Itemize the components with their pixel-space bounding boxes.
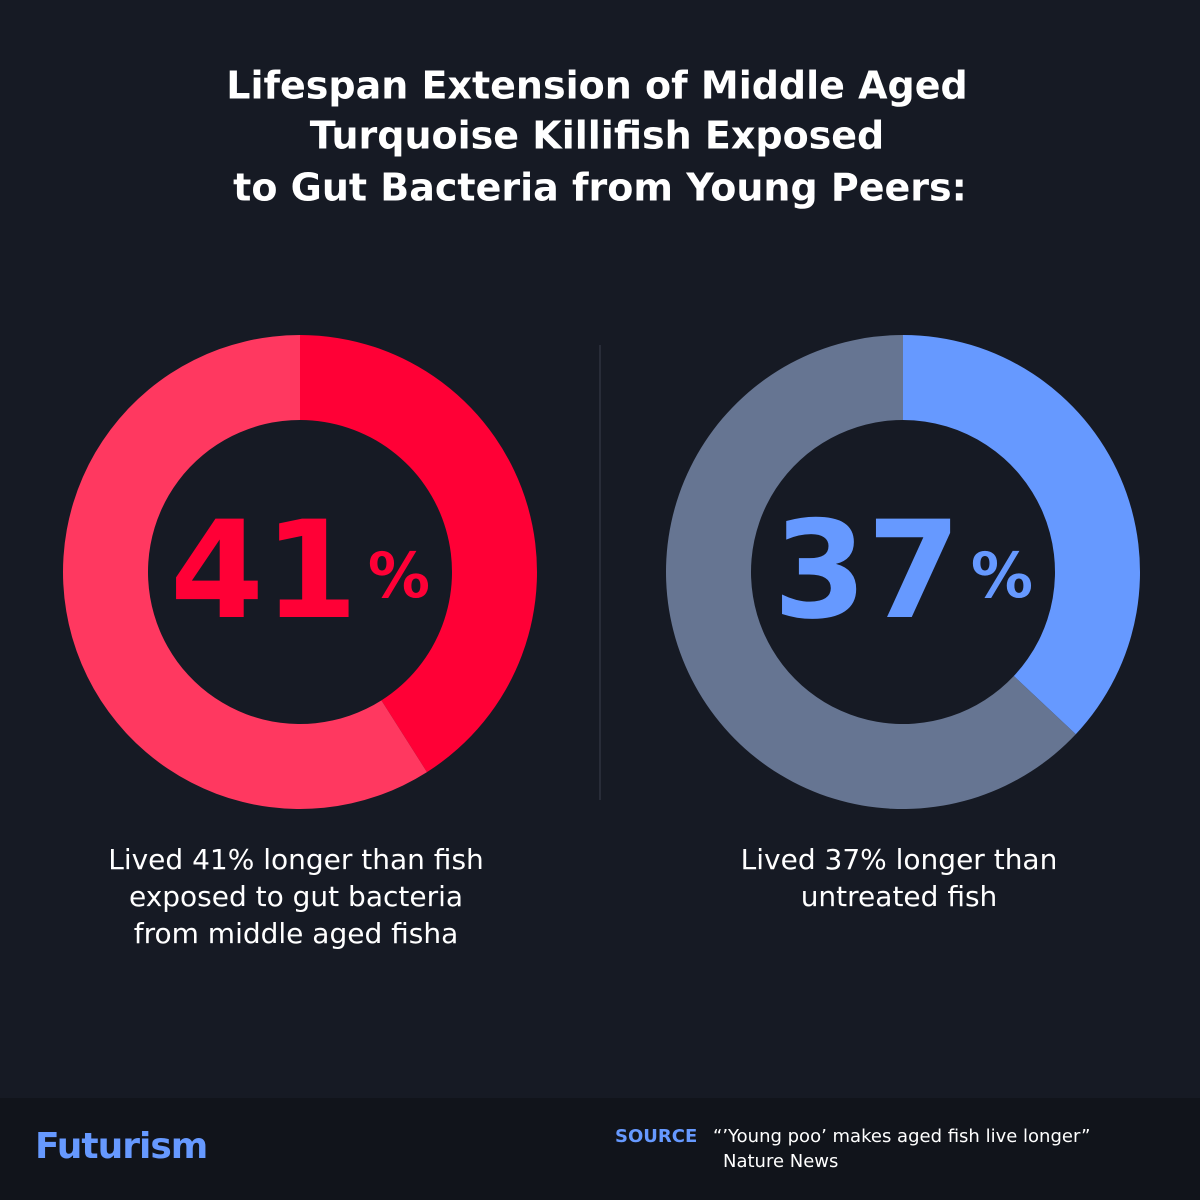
caption-line: Lived 37% longer than: [741, 843, 1058, 876]
center-value: 41%: [170, 492, 430, 649]
center-suffix: %: [971, 539, 1033, 612]
caption-line: exposed to gut bacteria: [129, 880, 463, 913]
brand: Futurism: [35, 1126, 207, 1167]
title-line: Turquoise Killifish Exposed: [310, 114, 885, 158]
center-number: 41: [170, 492, 358, 649]
caption-line: untreated fish: [801, 880, 998, 913]
donut-segment: [62, 335, 427, 809]
source-label: SOURCE: [615, 1126, 697, 1147]
center-value: 37%: [773, 492, 1033, 649]
source-text: “’Young poo’ makes aged fish live longer…: [713, 1126, 1090, 1147]
donut-segment: [300, 335, 537, 773]
footer-band: [0, 1098, 1200, 1200]
caption-line: Lived 41% longer than fish: [108, 843, 484, 876]
source-text: Nature News: [723, 1151, 838, 1172]
title: Lifespan Extension of Middle Aged Turquo…: [226, 64, 968, 210]
center-number: 37: [773, 492, 961, 649]
caption-line: from middle aged fisha: [134, 917, 459, 950]
donut-segment: [903, 335, 1140, 735]
title-line: Lifespan Extension of Middle Aged: [226, 64, 968, 108]
title-line: to Gut Bacteria from Young Peers:: [233, 166, 967, 210]
center-suffix: %: [368, 539, 430, 612]
donut-segment: [666, 335, 1076, 809]
